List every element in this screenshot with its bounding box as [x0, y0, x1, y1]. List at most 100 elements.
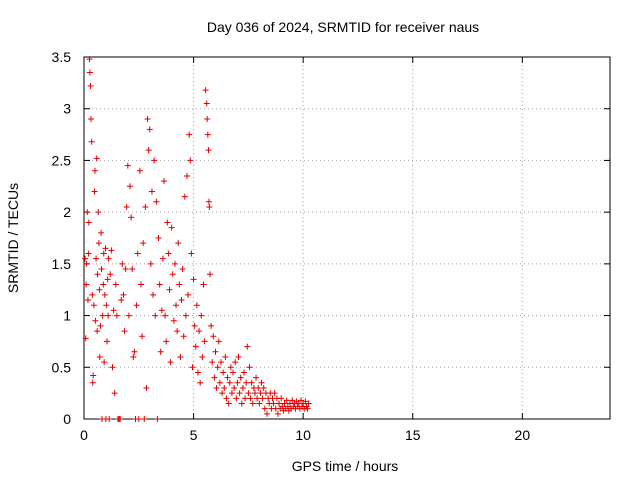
data-point [270, 400, 277, 407]
data-point [164, 219, 171, 226]
data-point [141, 416, 148, 422]
data-point [162, 312, 169, 319]
data-point [235, 353, 242, 360]
data-point [160, 178, 167, 185]
data-point [304, 405, 311, 412]
data-point [95, 209, 102, 216]
data-point [278, 395, 285, 402]
data-point [190, 276, 197, 283]
data-point [217, 359, 224, 366]
data-point [259, 395, 266, 402]
data-point [283, 397, 290, 404]
data-points [82, 56, 312, 422]
data-point [274, 410, 281, 417]
data-point [219, 390, 226, 397]
data-point [297, 397, 304, 404]
data-point [96, 286, 103, 293]
data-point [156, 281, 163, 288]
data-point [88, 138, 95, 145]
data-point [236, 390, 243, 397]
data-point [165, 250, 172, 257]
data-point [104, 338, 111, 345]
data-point [140, 240, 147, 247]
data-point [85, 219, 92, 226]
data-point [128, 214, 135, 221]
x-tick-label: 15 [405, 427, 421, 443]
y-tick-label: 2.5 [52, 152, 72, 168]
data-point [210, 333, 217, 340]
data-point [113, 312, 120, 319]
data-point [95, 240, 102, 247]
y-tick-label: 1 [63, 308, 71, 324]
data-point [106, 416, 113, 422]
data-point [147, 260, 154, 267]
data-point [185, 291, 192, 298]
data-point [146, 126, 153, 133]
data-point [111, 390, 118, 397]
data-point [177, 353, 184, 360]
data-point [157, 348, 164, 355]
data-point [134, 250, 141, 257]
data-point [255, 384, 262, 391]
data-point [201, 338, 208, 345]
data-point [211, 374, 218, 381]
y-tick-label: 2 [63, 204, 71, 220]
data-point [82, 255, 89, 262]
data-point [151, 157, 158, 164]
data-point [90, 372, 97, 379]
data-point [237, 374, 244, 381]
data-point [94, 328, 101, 335]
data-point [181, 193, 188, 200]
data-point [175, 240, 182, 247]
data-point [228, 390, 235, 397]
y-tick-label: 3 [63, 101, 71, 117]
data-point [130, 353, 137, 360]
y-tick-label: 0.5 [52, 359, 72, 375]
data-point [87, 82, 94, 89]
data-point [205, 198, 212, 205]
data-point [104, 276, 111, 283]
data-point [264, 410, 271, 417]
data-point [234, 379, 241, 386]
data-point [245, 390, 252, 397]
data-point [101, 291, 108, 298]
data-point [122, 266, 129, 273]
data-point [224, 374, 231, 381]
data-point [84, 209, 91, 216]
data-point [112, 281, 119, 288]
data-point [200, 281, 207, 288]
data-point [198, 312, 205, 319]
data-point [194, 369, 201, 376]
data-point [242, 395, 249, 402]
data-point [246, 364, 253, 371]
data-point [244, 343, 251, 350]
data-point [232, 359, 239, 366]
data-point [197, 379, 204, 386]
data-point [191, 322, 198, 329]
data-point [247, 395, 254, 402]
data-point [240, 369, 247, 376]
data-point [144, 116, 151, 123]
data-point [117, 416, 124, 422]
data-point [302, 398, 309, 405]
data-point [248, 379, 255, 386]
data-point [139, 333, 146, 340]
data-point [258, 379, 265, 386]
data-point [148, 188, 155, 195]
data-point [90, 302, 97, 309]
data-point [159, 255, 166, 262]
data-point [180, 333, 187, 340]
data-point [110, 307, 117, 314]
data-point [170, 317, 177, 324]
data-point [233, 395, 240, 402]
data-point [192, 343, 199, 350]
data-point [186, 131, 193, 138]
data-point [120, 291, 127, 298]
data-point [89, 379, 96, 386]
data-point [84, 297, 91, 304]
data-point [212, 348, 219, 355]
data-point [178, 297, 185, 304]
data-point [166, 286, 173, 293]
data-point [142, 203, 149, 210]
